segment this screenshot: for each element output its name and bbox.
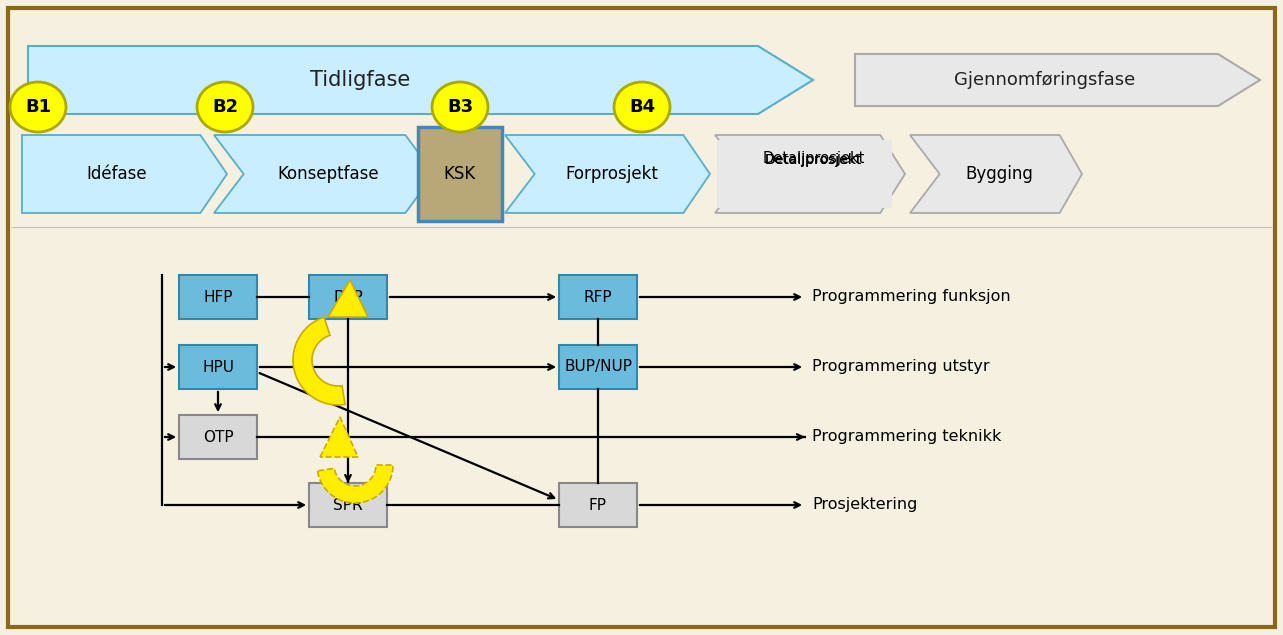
Text: B1: B1	[24, 98, 51, 116]
Text: HFP: HFP	[203, 290, 232, 305]
Text: DFP: DFP	[334, 290, 363, 305]
Text: Detaljprosjekt: Detaljprosjekt	[762, 156, 865, 171]
Text: prosjekt: prosjekt	[784, 180, 843, 194]
Text: Detaljprosjekt: Detaljprosjekt	[765, 153, 862, 167]
FancyBboxPatch shape	[720, 142, 885, 206]
Polygon shape	[319, 417, 358, 457]
Polygon shape	[328, 280, 368, 317]
FancyBboxPatch shape	[8, 8, 1275, 627]
Text: Detaljprosjekt: Detaljprosjekt	[765, 153, 862, 167]
Text: Detaljprosjekt: Detaljprosjekt	[762, 152, 865, 166]
FancyBboxPatch shape	[559, 345, 636, 389]
Text: Programmering teknikk: Programmering teknikk	[812, 429, 1001, 444]
FancyArrow shape	[28, 46, 813, 114]
Text: Idéfase: Idéfase	[86, 165, 146, 183]
Text: prosjekt: prosjekt	[785, 179, 842, 193]
Text: B3: B3	[446, 98, 473, 116]
Text: OTP: OTP	[203, 429, 234, 444]
Polygon shape	[317, 465, 393, 503]
FancyArrow shape	[854, 54, 1260, 106]
Ellipse shape	[198, 82, 253, 132]
FancyBboxPatch shape	[559, 275, 636, 319]
FancyBboxPatch shape	[180, 415, 257, 459]
FancyBboxPatch shape	[309, 483, 387, 527]
Text: SPR: SPR	[334, 497, 363, 512]
Polygon shape	[214, 135, 434, 213]
Text: Detaljprosjekt: Detaljprosjekt	[767, 156, 861, 168]
Text: KSK: KSK	[444, 165, 476, 183]
Text: Detaljprosjekt: Detaljprosjekt	[765, 157, 862, 171]
Text: Programmering utstyr: Programmering utstyr	[812, 359, 989, 375]
Polygon shape	[715, 135, 905, 213]
Text: prosjekt: prosjekt	[783, 178, 844, 193]
Text: Bygging: Bygging	[966, 165, 1033, 183]
FancyBboxPatch shape	[180, 275, 257, 319]
Polygon shape	[506, 135, 709, 213]
Polygon shape	[293, 318, 345, 405]
Text: prosjekt: prosjekt	[785, 179, 842, 193]
Text: prosjekt: prosjekt	[784, 178, 843, 192]
Text: Konseptfase: Konseptfase	[277, 165, 380, 183]
Text: Programmering funksjon: Programmering funksjon	[812, 290, 1011, 305]
Text: Forprosjekt: Forprosjekt	[566, 165, 658, 183]
Text: Detaljprosjekt: Detaljprosjekt	[765, 157, 862, 171]
Text: Tidligfase: Tidligfase	[310, 70, 411, 90]
Text: HPU: HPU	[201, 359, 234, 375]
FancyBboxPatch shape	[418, 127, 502, 221]
Text: Detaljprosjekt: Detaljprosjekt	[761, 157, 867, 172]
Text: Detaljprosjekt: Detaljprosjekt	[765, 157, 862, 171]
Text: BUP/NUP: BUP/NUP	[565, 359, 633, 375]
FancyBboxPatch shape	[717, 140, 892, 208]
Text: Detaljprosjekt: Detaljprosjekt	[762, 156, 865, 171]
Ellipse shape	[10, 82, 65, 132]
Text: FP: FP	[589, 497, 607, 512]
Polygon shape	[910, 135, 1082, 213]
FancyBboxPatch shape	[309, 275, 387, 319]
Text: Detaljprosjekt: Detaljprosjekt	[765, 157, 862, 171]
FancyBboxPatch shape	[559, 483, 636, 527]
Text: prosjekt: prosjekt	[786, 179, 840, 192]
FancyBboxPatch shape	[718, 143, 888, 205]
FancyBboxPatch shape	[180, 345, 257, 389]
Polygon shape	[22, 135, 227, 213]
Ellipse shape	[432, 82, 488, 132]
Text: Detaljprosjekt: Detaljprosjekt	[767, 154, 861, 166]
Text: B2: B2	[212, 98, 239, 116]
Text: RFP: RFP	[584, 290, 612, 305]
Text: B4: B4	[629, 98, 656, 116]
Text: Prosjektering: Prosjektering	[812, 497, 917, 512]
Text: Detaljprosjekt: Detaljprosjekt	[767, 156, 861, 169]
Text: Gjennomføringsfase: Gjennomføringsfase	[955, 71, 1135, 89]
Text: prosjekt: prosjekt	[786, 180, 840, 192]
Ellipse shape	[615, 82, 670, 132]
Text: prosjekt: prosjekt	[784, 177, 843, 192]
